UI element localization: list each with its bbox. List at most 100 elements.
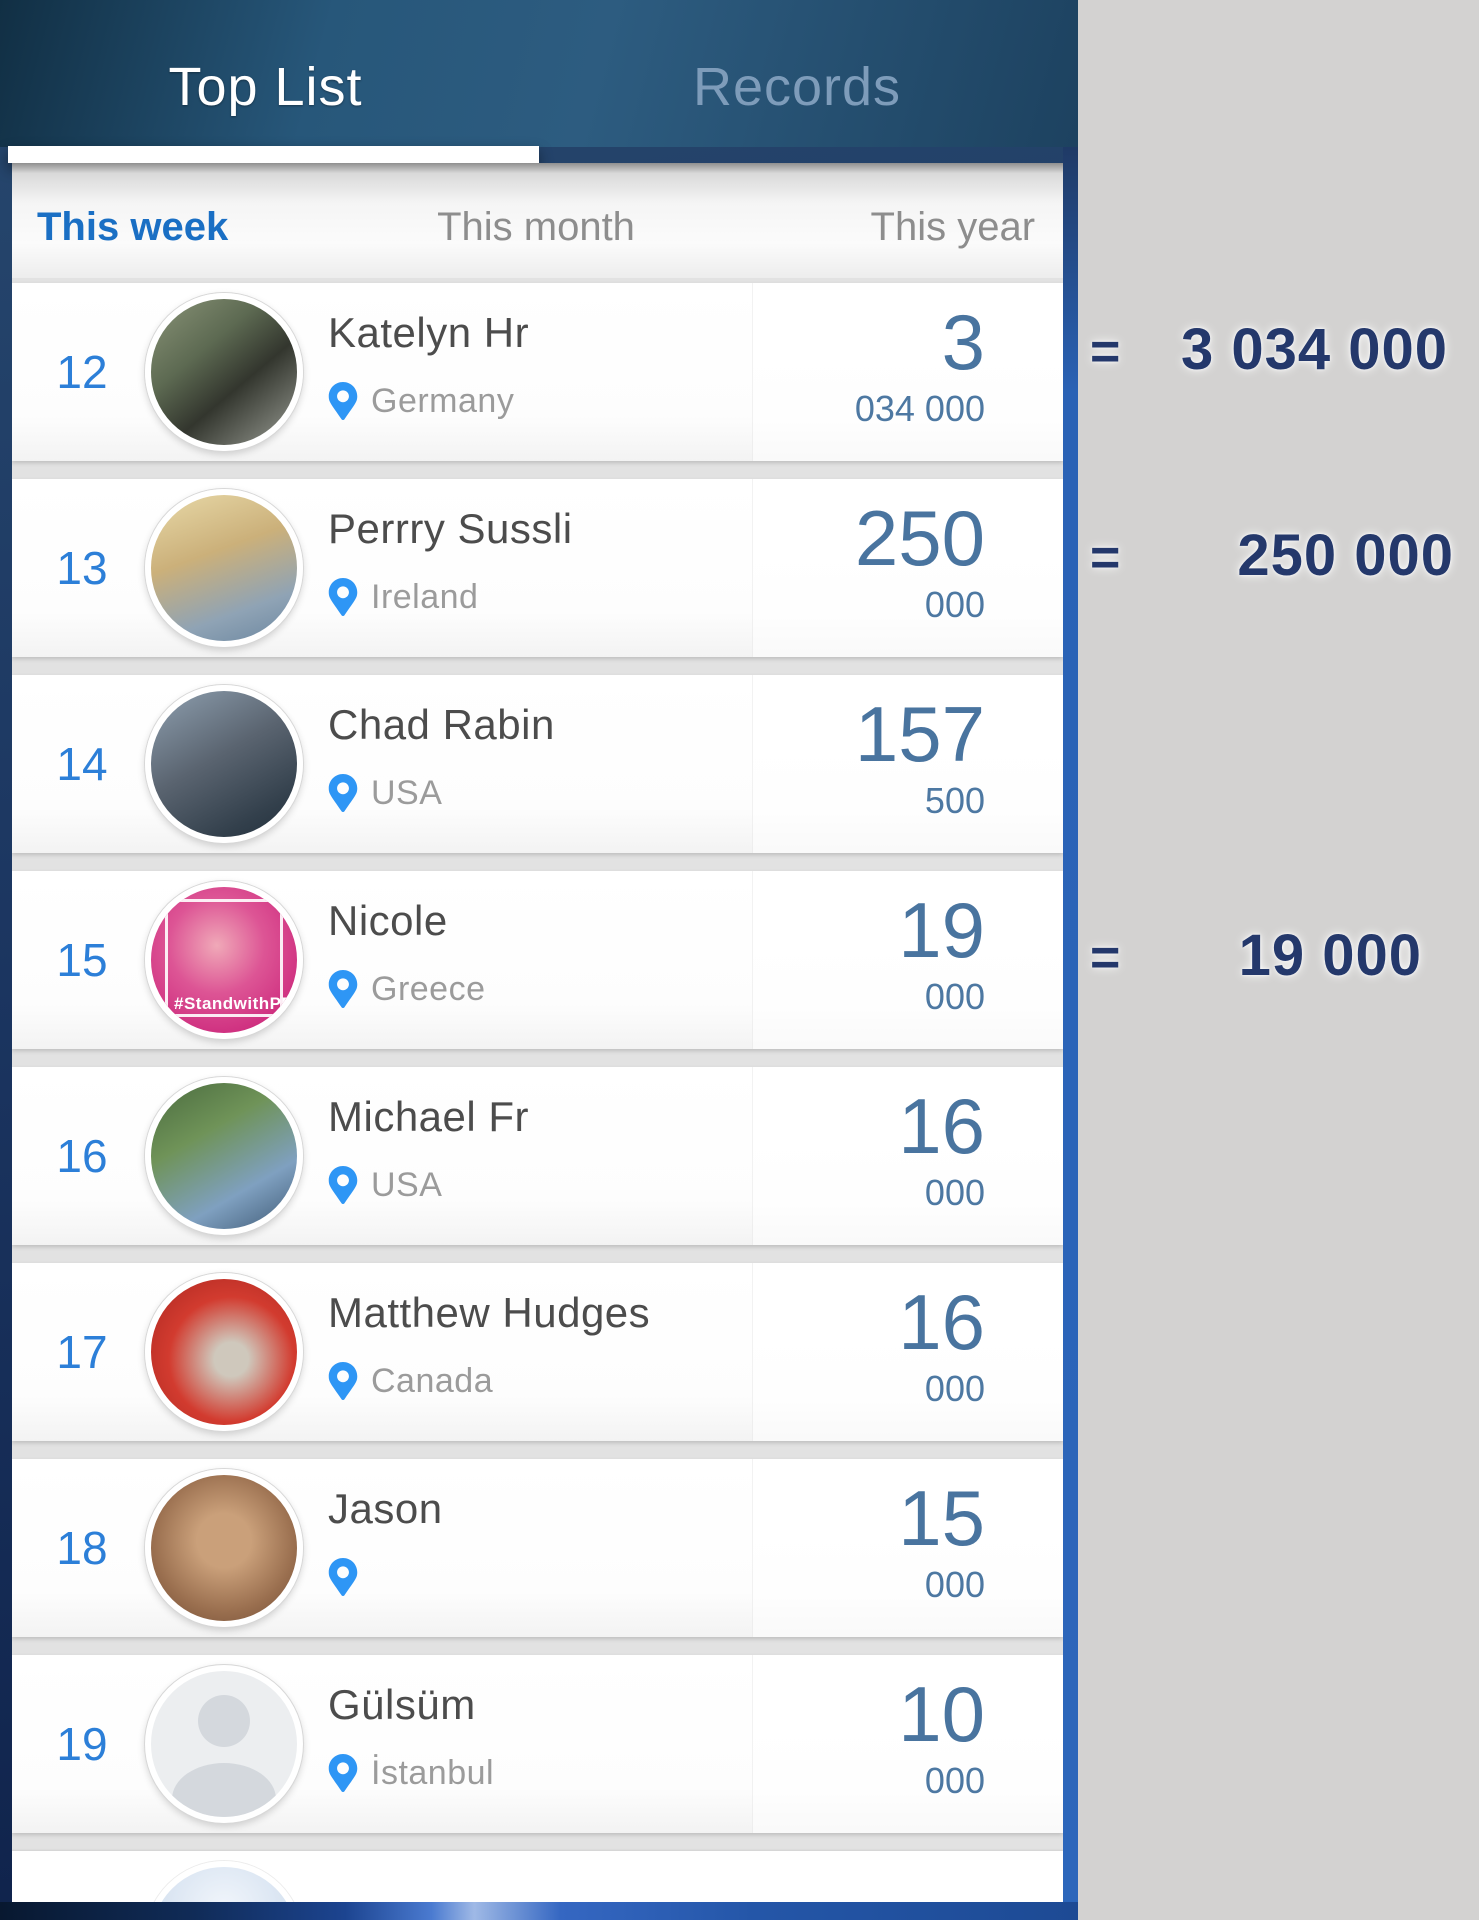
partial-next-avatar xyxy=(145,1861,303,1902)
user-location: USA xyxy=(371,773,443,812)
score-sub: 000 xyxy=(924,1172,985,1213)
annotation-value: 3 034 000 xyxy=(1180,317,1448,382)
time-filter-bar: This week This month This year xyxy=(12,163,1063,278)
filter-this-year[interactable]: This year xyxy=(870,205,1036,249)
bottom-accent-bar xyxy=(0,1902,1078,1920)
filter-this-week[interactable]: This week xyxy=(37,205,229,249)
user-location: Greece xyxy=(371,969,486,1008)
rank-number: 19 xyxy=(56,1718,108,1770)
score-sub: 000 xyxy=(924,1760,985,1801)
user-info: Chad Rabin USA xyxy=(328,699,555,813)
score-sub: 000 xyxy=(924,976,985,1017)
score-main: 10 xyxy=(898,1670,985,1758)
user-name: Jason xyxy=(328,1485,443,1532)
rank-number: 15 xyxy=(56,934,108,986)
score-sub: 500 xyxy=(924,780,985,821)
user-name: Gülsüm xyxy=(328,1681,476,1728)
user-name: Chad Rabin xyxy=(328,701,555,748)
avatar xyxy=(145,293,303,451)
score-annotation: = 19 000 xyxy=(1090,922,1422,989)
score-annotation: = 3 034 000 xyxy=(1090,316,1448,383)
tab-records[interactable]: Records xyxy=(531,0,1063,147)
location-pin-icon xyxy=(328,1362,358,1400)
panel-edge-strip xyxy=(1063,147,1078,1902)
equals-sign: = xyxy=(1090,529,1122,587)
score-column-background xyxy=(752,675,1063,853)
leaderboard-row[interactable]: 18 Jason 15 000 xyxy=(12,1459,1063,1637)
score-column-background xyxy=(752,1655,1063,1833)
location-pin-icon xyxy=(328,578,358,616)
location-pin-icon xyxy=(328,1558,358,1596)
user-location-row: Greece xyxy=(328,969,486,1009)
location-pin-icon xyxy=(328,774,358,812)
score: 3 034 000 xyxy=(725,301,985,429)
avatar: #StandwithPP xyxy=(145,881,303,1039)
score-main: 15 xyxy=(898,1474,985,1562)
annotation-value: 250 000 xyxy=(1237,523,1454,588)
score-column-background xyxy=(752,283,1063,461)
user-info: Nicole Greece xyxy=(328,895,486,1009)
user-name: Michael Fr xyxy=(328,1093,530,1140)
leaderboard-row[interactable]: 14 Chad Rabin USA 157 500 xyxy=(12,675,1063,853)
user-location-row: Canada xyxy=(328,1361,650,1401)
tab-records-label: Records xyxy=(692,56,902,117)
leaderboard-row[interactable]: 15 #StandwithPP Nicole Greece 19 000 xyxy=(12,871,1063,1049)
leaderboard-row[interactable]: 19 Gülsüm İstanbul 10 000 xyxy=(12,1655,1063,1833)
location-pin-icon xyxy=(328,970,358,1008)
equals-sign: = xyxy=(1090,929,1122,987)
filter-this-month[interactable]: This month xyxy=(437,205,635,249)
user-location-row: USA xyxy=(328,1165,529,1205)
score: 15 000 xyxy=(725,1477,985,1605)
leaderboard-panel: This week This month This year 12 Kately… xyxy=(12,163,1063,1902)
score-column-background xyxy=(752,871,1063,1049)
score-main: 16 xyxy=(898,1278,985,1366)
avatar xyxy=(145,1273,303,1431)
user-info: Perrry Sussli Ireland xyxy=(328,503,573,617)
tab-top-list[interactable]: Top List xyxy=(0,0,531,147)
user-name: Matthew Hudges xyxy=(328,1289,651,1336)
score-sub: 000 xyxy=(924,1564,985,1605)
user-info: Katelyn Hr Germany xyxy=(328,307,529,421)
score-column-background xyxy=(752,1263,1063,1441)
active-tab-underline xyxy=(8,146,539,163)
score-main: 157 xyxy=(854,690,985,778)
user-location: Canada xyxy=(371,1361,494,1400)
score-annotation: = 250 000 xyxy=(1090,522,1454,589)
score: 250 000 xyxy=(725,497,985,625)
user-info: Michael Fr USA xyxy=(328,1091,529,1205)
user-location: USA xyxy=(371,1165,443,1204)
avatar xyxy=(145,1469,303,1627)
rank-number: 12 xyxy=(56,346,108,398)
rank-number: 14 xyxy=(56,738,108,790)
location-pin-icon xyxy=(328,382,358,420)
user-info: Gülsüm İstanbul xyxy=(328,1679,494,1793)
rank-number: 18 xyxy=(56,1522,108,1574)
score-column-background xyxy=(752,1459,1063,1637)
score-sub: 000 xyxy=(924,584,985,625)
user-name: Katelyn Hr xyxy=(328,309,530,356)
user-location-row: İstanbul xyxy=(328,1753,494,1793)
avatar xyxy=(145,489,303,647)
rank-number: 16 xyxy=(56,1130,108,1182)
score-column-background xyxy=(752,1067,1063,1245)
score-sub: 034 000 xyxy=(854,388,985,429)
user-location: Ireland xyxy=(371,577,479,616)
annotation-value: 19 000 xyxy=(1238,923,1422,988)
location-pin-icon xyxy=(328,1166,358,1204)
user-info: Jason xyxy=(328,1483,443,1597)
user-name: Nicole xyxy=(328,897,448,944)
equals-sign: = xyxy=(1090,323,1122,381)
rank-number: 13 xyxy=(56,542,108,594)
partial-next-row xyxy=(12,1851,1063,1902)
avatar xyxy=(145,1077,303,1235)
score: 157 500 xyxy=(725,693,985,821)
user-info: Matthew Hudges Canada xyxy=(328,1287,650,1401)
leaderboard-row[interactable]: 12 Katelyn Hr Germany 3 034 000 xyxy=(12,283,1063,461)
leaderboard-row[interactable]: 16 Michael Fr USA 16 000 xyxy=(12,1067,1063,1245)
user-location: İstanbul xyxy=(371,1753,495,1792)
user-location: Germany xyxy=(371,381,515,420)
leaderboard-row[interactable]: 17 Matthew Hudges Canada 16 000 xyxy=(12,1263,1063,1441)
tab-top-list-label: Top List xyxy=(168,56,363,117)
leaderboard-row[interactable]: 13 Perrry Sussli Ireland 250 000 xyxy=(12,479,1063,657)
score: 10 000 xyxy=(725,1673,985,1801)
